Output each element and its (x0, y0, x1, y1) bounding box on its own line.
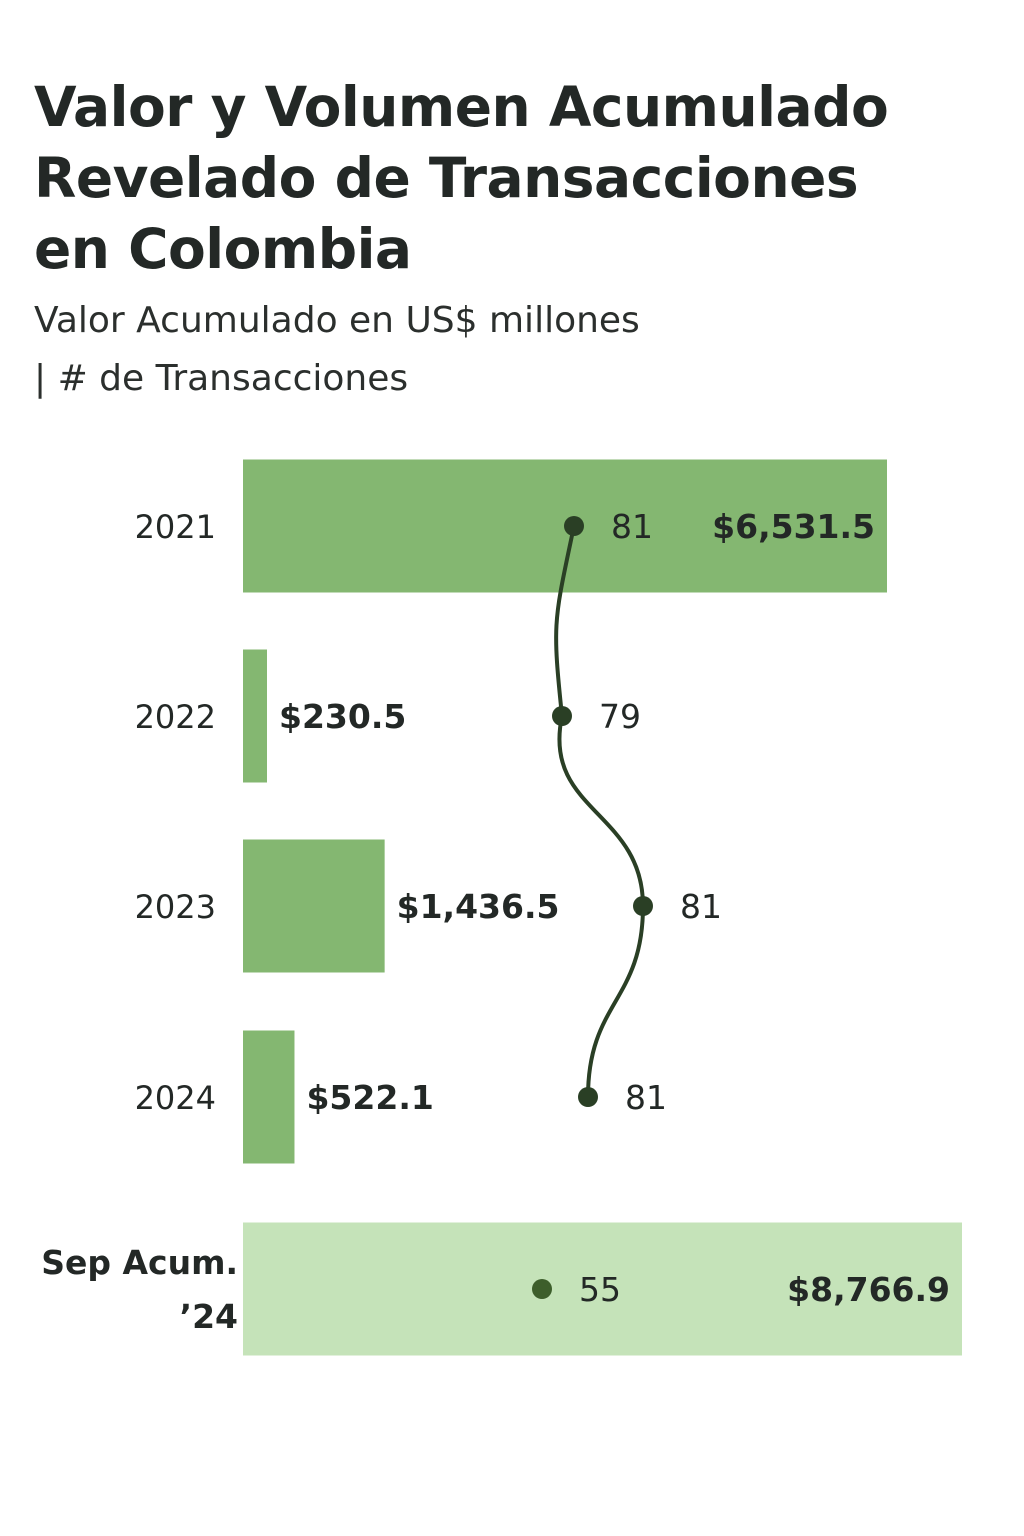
value-label: $6,531.5 (712, 507, 875, 546)
count-dot (633, 896, 653, 916)
count-line (554, 525, 646, 1098)
count-label: 81 (611, 507, 653, 546)
count-dot (578, 1087, 598, 1107)
category-label: 2022 (135, 698, 216, 736)
value-label: $522.1 (306, 1078, 433, 1117)
count-label: 81 (625, 1078, 667, 1117)
category-label: ’24 (180, 1297, 238, 1336)
count-dot (532, 1279, 552, 1299)
count-label: 79 (599, 697, 641, 736)
count-dot (552, 706, 572, 726)
value-label: $1,436.5 (397, 887, 560, 926)
chart-subtitle-count: | # de Transacciones (34, 358, 409, 399)
category-label: 2021 (135, 508, 216, 546)
bar-2 (243, 839, 385, 973)
count-label: 81 (680, 887, 722, 926)
category-label: Sep Acum. (41, 1243, 238, 1282)
value-label: $230.5 (279, 697, 406, 736)
bar-4 (243, 1222, 962, 1356)
category-label: 2023 (135, 888, 216, 926)
bar-1 (243, 649, 267, 783)
chart-title: Valor y Volumen Acumulado Revelado de Tr… (34, 75, 889, 281)
bar-3 (243, 1030, 295, 1164)
count-label: 55 (579, 1270, 621, 1309)
category-label: 2024 (135, 1079, 216, 1117)
chart-subtitle-value: Valor Acumulado en US$ millones (34, 300, 640, 341)
count-dot (564, 516, 584, 536)
value-label: $8,766.9 (787, 1270, 950, 1309)
